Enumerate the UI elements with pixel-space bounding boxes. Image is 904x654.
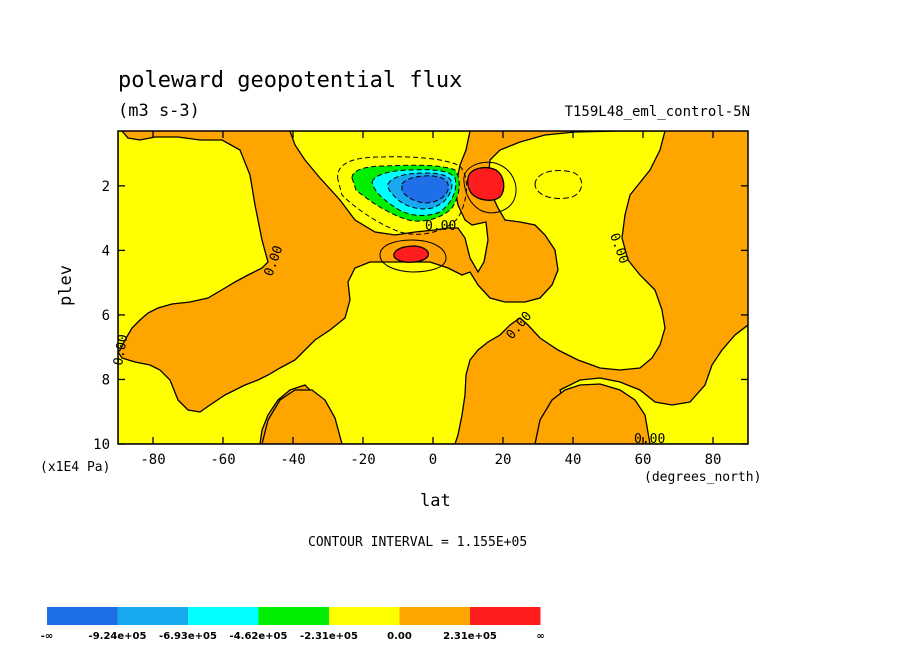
positive-cell-lower-core	[393, 245, 430, 263]
colorbar-label: -∞	[41, 631, 53, 642]
chart-units: (m3 s-3)	[118, 101, 200, 121]
colorbar-label: -6.93e+05	[159, 631, 217, 642]
y-axis-units: (x1E4 Pa)	[40, 460, 111, 475]
plot-area	[118, 131, 748, 444]
x-tick-label: -40	[280, 452, 305, 468]
colorbar-label: ∞	[536, 631, 544, 642]
colorbar-swatch	[258, 607, 329, 625]
contour-label: 0.00	[111, 333, 131, 366]
colorbar-swatch	[117, 607, 188, 625]
colorbar-swatch	[470, 607, 541, 625]
colorbar-swatch	[399, 607, 470, 625]
y-axis: 2 4 6 8 10	[93, 179, 748, 453]
chart-title: poleward geopotential flux	[118, 68, 463, 93]
y-tick-label: 10	[93, 437, 110, 453]
colorbar-label: 0.00	[387, 631, 412, 642]
colorbar-swatch	[188, 607, 259, 625]
y-tick-label: 2	[102, 179, 110, 195]
x-axis-units: (degrees_north)	[644, 470, 762, 485]
x-tick-label: 20	[495, 452, 512, 468]
x-tick-label: -60	[210, 452, 235, 468]
yellow-region-right-top	[118, 131, 666, 444]
colorbar-label: -2.31e+05	[300, 631, 358, 642]
colorbar-label: -9.24e+05	[89, 631, 147, 642]
x-tick-label: 80	[705, 452, 722, 468]
x-axis-label: lat	[420, 491, 451, 511]
dataset-name: T159L48_eml_control-5N	[564, 104, 750, 120]
colorbar: -∞ -9.24e+05 -6.93e+05 -4.62e+05 -2.31e+05 0.…	[41, 607, 545, 642]
y-tick-label: 4	[102, 243, 110, 259]
positive-cell-lower-ring	[379, 239, 447, 273]
x-tick-label: -80	[140, 452, 165, 468]
orange-pocket-left-bottom	[261, 389, 343, 444]
x-tick-label: 40	[565, 452, 582, 468]
colorbar-swatch	[47, 607, 118, 625]
x-axis: -80 -60 -40 -20 0 20 40 60 80	[140, 131, 721, 468]
contour-label: 0.00	[425, 219, 456, 234]
orange-pocket-right-bottom	[534, 383, 651, 444]
y-tick-label: 6	[102, 308, 110, 324]
colorbar-label: 2.31e+05	[443, 631, 497, 642]
yellow-region-left	[118, 131, 269, 353]
positive-cell-upper-ring	[463, 161, 517, 214]
x-tick-label: 0	[429, 452, 437, 468]
colorbar-label: -4.62e+05	[230, 631, 288, 642]
negative-cell-core	[401, 175, 449, 204]
dashed-contour-35n	[534, 170, 583, 199]
colorbar-swatch	[329, 607, 400, 625]
y-tick-label: 8	[102, 372, 110, 388]
x-tick-label: -20	[350, 452, 375, 468]
positive-cell-upper-core	[466, 167, 505, 201]
x-tick-label: 60	[635, 452, 652, 468]
contour-interval: CONTOUR INTERVAL = 1.155E+05	[308, 535, 528, 550]
